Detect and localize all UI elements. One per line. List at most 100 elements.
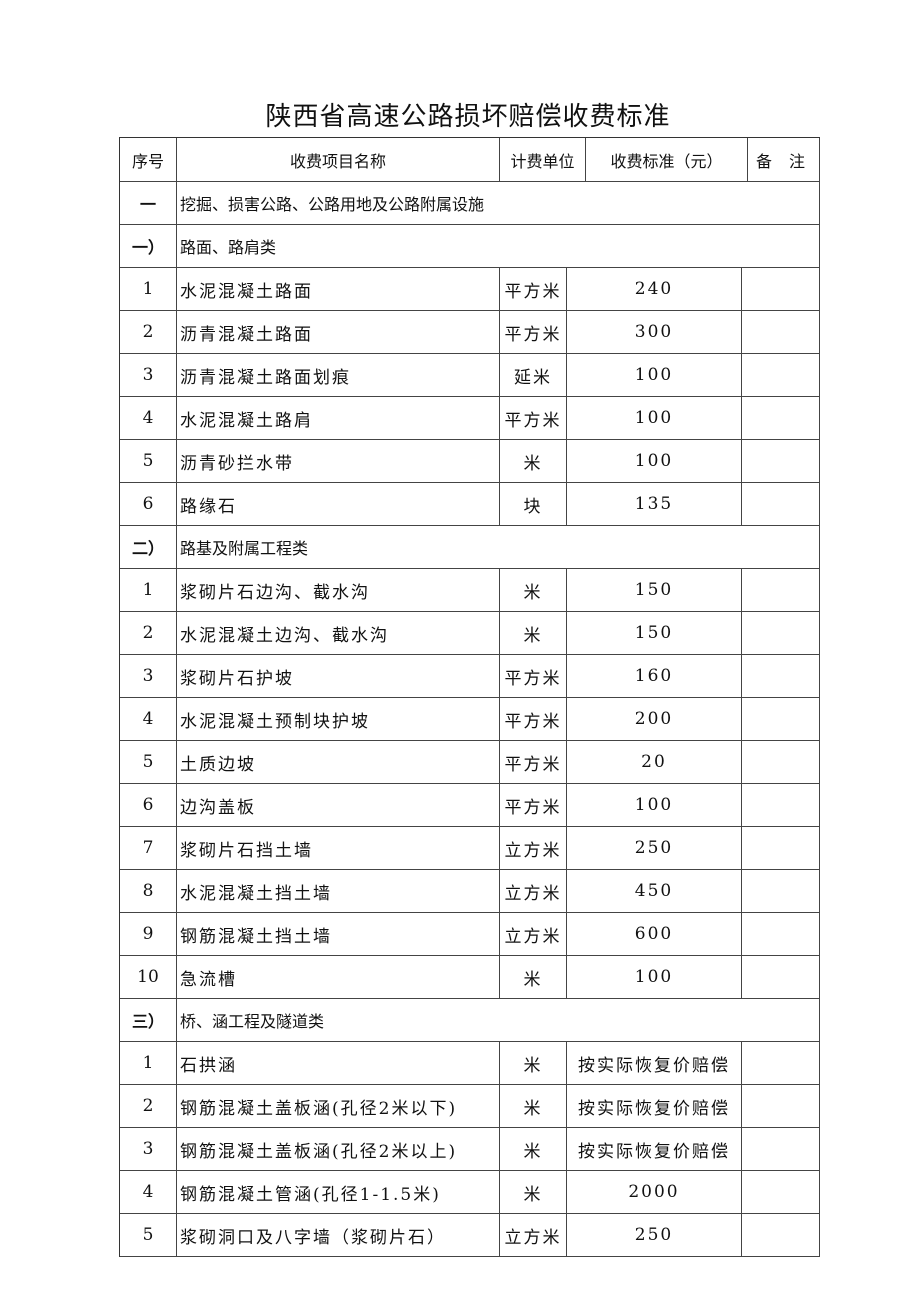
cell-name: 浆砌洞口及八字墙（浆砌片石） xyxy=(177,1214,500,1256)
header-price: 收费标准（元） xyxy=(586,138,748,181)
cell-name: 浆砌片石挡土墙 xyxy=(177,827,500,869)
cell-no: 二） xyxy=(120,526,177,568)
cell-name: 沥青砂拦水带 xyxy=(177,440,500,482)
cell-price: 200 xyxy=(567,698,742,740)
table-row: 4 水泥混凝土预制块护坡 平方米 200 xyxy=(120,698,820,741)
table-row: 5 土质边坡 平方米 20 xyxy=(120,741,820,784)
cell-unit: 米 xyxy=(500,1042,567,1084)
table-row: 4 钢筋混凝土管涵(孔径1-1.5米) 米 2000 xyxy=(120,1171,820,1214)
cell-price: 150 xyxy=(567,569,742,611)
cell-unit: 平方米 xyxy=(500,268,567,310)
cell-name: 石拱涵 xyxy=(177,1042,500,1084)
cell-name: 沥青混凝土路面划痕 xyxy=(177,354,500,396)
cell-note xyxy=(742,956,820,998)
table-row: 8 水泥混凝土挡土墙 立方米 450 xyxy=(120,870,820,913)
cell-unit: 平方米 xyxy=(500,784,567,826)
header-name: 收费项目名称 xyxy=(177,138,500,181)
cell-unit: 米 xyxy=(500,569,567,611)
cell-no: 3 xyxy=(120,354,177,396)
cell-no: 7 xyxy=(120,827,177,869)
cell-no: 10 xyxy=(120,956,177,998)
cell-note xyxy=(742,655,820,697)
cell-note xyxy=(742,741,820,783)
cell-name: 水泥混凝土路面 xyxy=(177,268,500,310)
cell-note xyxy=(742,397,820,439)
cell-unit: 立方米 xyxy=(500,870,567,912)
cell-no: 4 xyxy=(120,698,177,740)
table-row: 1 浆砌片石边沟、截水沟米 150 xyxy=(120,569,820,612)
cell-price: 135 xyxy=(567,483,742,525)
cell-no: 6 xyxy=(120,483,177,525)
table-row: 2 水泥混凝土边沟、截水沟米 150 xyxy=(120,612,820,655)
table-row: 6 路缘石块 135 xyxy=(120,483,820,526)
table-row: 4 水泥混凝土路肩 平方米 100 xyxy=(120,397,820,440)
cell-unit: 米 xyxy=(500,612,567,654)
cell-price: 100 xyxy=(567,354,742,396)
table-row: 2 钢筋混凝土盖板涵(孔径2米以下) 米按实际恢复价赔偿 xyxy=(120,1085,820,1128)
cell-name: 水泥混凝土预制块护坡 xyxy=(177,698,500,740)
fee-table: 序号 收费项目名称 计费单位 收费标准（元） 备 注 一挖掘、损害公路、公路用地… xyxy=(119,137,820,1257)
cell-unit: 延米 xyxy=(500,354,567,396)
cell-price: 20 xyxy=(567,741,742,783)
cell-price: 240 xyxy=(567,268,742,310)
cell-unit: 平方米 xyxy=(500,741,567,783)
cell-name: 沥青混凝土路面 xyxy=(177,311,500,353)
cell-name: 钢筋混凝土盖板涵(孔径2米以下) xyxy=(177,1085,500,1127)
cell-note xyxy=(742,569,820,611)
cell-no: 1 xyxy=(120,569,177,611)
cell-unit: 米 xyxy=(500,956,567,998)
cell-price: 100 xyxy=(567,956,742,998)
cell-unit: 块 xyxy=(500,483,567,525)
cell-name: 水泥混凝土挡土墙 xyxy=(177,870,500,912)
cell-unit: 平方米 xyxy=(500,397,567,439)
table-row: 1 水泥混凝土路面 平方米 240 xyxy=(120,268,820,311)
section-row: 一挖掘、损害公路、公路用地及公路附属设施 xyxy=(120,182,820,225)
cell-unit: 立方米 xyxy=(500,827,567,869)
cell-note xyxy=(742,354,820,396)
cell-note xyxy=(742,913,820,955)
cell-unit: 米 xyxy=(500,1085,567,1127)
cell-no: 2 xyxy=(120,311,177,353)
cell-note xyxy=(742,870,820,912)
cell-no: 1 xyxy=(120,1042,177,1084)
cell-no: 8 xyxy=(120,870,177,912)
cell-note xyxy=(742,483,820,525)
table-row: 2 沥青混凝土路面 平方米 300 xyxy=(120,311,820,354)
cell-name: 路缘石 xyxy=(177,483,500,525)
cell-name: 钢筋混凝土盖板涵(孔径2米以上) xyxy=(177,1128,500,1170)
table-row: 5 浆砌洞口及八字墙（浆砌片石） 立方米 250 xyxy=(120,1214,820,1257)
cell-name: 钢筋混凝土管涵(孔径1-1.5米) xyxy=(177,1171,500,1213)
cell-name: 挖掘、损害公路、公路用地及公路附属设施 xyxy=(177,182,820,224)
cell-note xyxy=(742,311,820,353)
cell-unit: 米 xyxy=(500,440,567,482)
cell-no: 2 xyxy=(120,612,177,654)
cell-name: 水泥混凝土边沟、截水沟 xyxy=(177,612,500,654)
cell-note xyxy=(742,827,820,869)
cell-price: 250 xyxy=(567,827,742,869)
cell-note xyxy=(742,440,820,482)
table-row: 1 石拱涵米按实际恢复价赔偿 xyxy=(120,1042,820,1085)
cell-note xyxy=(742,1171,820,1213)
cell-price: 160 xyxy=(567,655,742,697)
cell-name: 路基及附属工程类 xyxy=(177,526,820,568)
cell-price: 600 xyxy=(567,913,742,955)
cell-note xyxy=(742,268,820,310)
cell-unit: 平方米 xyxy=(500,655,567,697)
cell-price: 100 xyxy=(567,440,742,482)
cell-note xyxy=(742,1042,820,1084)
cell-no: 5 xyxy=(120,1214,177,1256)
cell-no: 5 xyxy=(120,440,177,482)
cell-price: 100 xyxy=(567,397,742,439)
cell-unit: 平方米 xyxy=(500,698,567,740)
cell-name: 水泥混凝土路肩 xyxy=(177,397,500,439)
cell-name: 路面、路肩类 xyxy=(177,225,820,267)
cell-no: 5 xyxy=(120,741,177,783)
cell-name: 浆砌片石护坡 xyxy=(177,655,500,697)
table-row: 3 沥青混凝土路面划痕 延米 100 xyxy=(120,354,820,397)
cell-price: 2000 xyxy=(567,1171,742,1213)
table-row: 3 钢筋混凝土盖板涵(孔径2米以上) 米按实际恢复价赔偿 xyxy=(120,1128,820,1171)
cell-no: 三） xyxy=(120,999,177,1041)
cell-no: 6 xyxy=(120,784,177,826)
cell-name: 急流槽 xyxy=(177,956,500,998)
